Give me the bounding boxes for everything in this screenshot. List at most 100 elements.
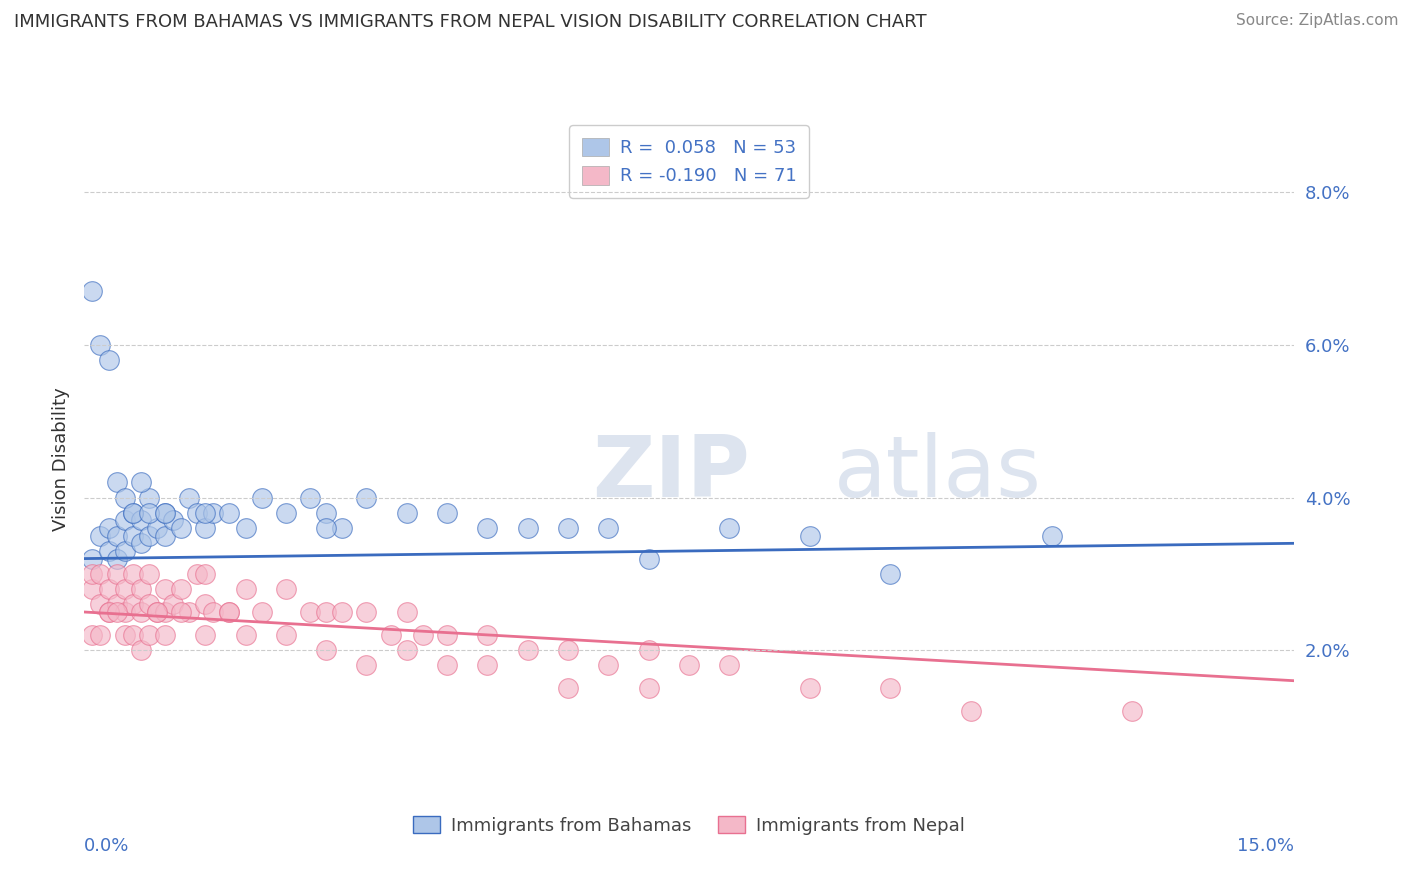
- Point: [114, 513, 136, 527]
- Point: [718, 658, 741, 673]
- Point: [138, 506, 160, 520]
- Point: [153, 582, 176, 596]
- Point: [105, 529, 128, 543]
- Point: [82, 582, 104, 596]
- Point: [598, 521, 620, 535]
- Point: [105, 566, 128, 581]
- Point: [129, 582, 152, 596]
- Point: [179, 491, 201, 505]
- Point: [97, 353, 120, 368]
- Point: [170, 582, 193, 596]
- Point: [129, 605, 152, 619]
- Text: 15.0%: 15.0%: [1236, 837, 1294, 855]
- Point: [1121, 704, 1143, 718]
- Point: [138, 491, 160, 505]
- Point: [82, 285, 104, 299]
- Point: [162, 598, 184, 612]
- Point: [82, 566, 104, 581]
- Point: [1040, 529, 1063, 543]
- Point: [89, 529, 111, 543]
- Point: [186, 506, 208, 520]
- Point: [194, 628, 217, 642]
- Point: [146, 521, 169, 535]
- Point: [162, 513, 184, 527]
- Point: [250, 605, 273, 619]
- Point: [114, 582, 136, 596]
- Point: [598, 658, 620, 673]
- Point: [637, 681, 659, 696]
- Point: [138, 529, 160, 543]
- Point: [380, 628, 402, 642]
- Point: [315, 643, 337, 657]
- Point: [114, 628, 136, 642]
- Point: [114, 544, 136, 558]
- Point: [557, 681, 579, 696]
- Point: [678, 658, 700, 673]
- Point: [153, 605, 176, 619]
- Text: 0.0%: 0.0%: [84, 837, 129, 855]
- Point: [235, 521, 257, 535]
- Point: [89, 566, 111, 581]
- Y-axis label: Vision Disability: Vision Disability: [52, 387, 70, 532]
- Point: [114, 605, 136, 619]
- Point: [235, 582, 257, 596]
- Point: [436, 628, 458, 642]
- Point: [129, 513, 152, 527]
- Point: [516, 521, 538, 535]
- Point: [194, 521, 217, 535]
- Point: [356, 491, 378, 505]
- Point: [153, 506, 176, 520]
- Point: [146, 605, 169, 619]
- Point: [356, 605, 378, 619]
- Point: [153, 529, 176, 543]
- Point: [121, 598, 143, 612]
- Point: [274, 628, 297, 642]
- Point: [121, 506, 143, 520]
- Point: [97, 605, 120, 619]
- Text: ZIP: ZIP: [592, 432, 749, 515]
- Point: [105, 475, 128, 490]
- Point: [477, 628, 499, 642]
- Point: [153, 628, 176, 642]
- Point: [274, 582, 297, 596]
- Legend: R =  0.058   N = 53, R = -0.190   N = 71: R = 0.058 N = 53, R = -0.190 N = 71: [569, 125, 808, 198]
- Point: [138, 628, 160, 642]
- Point: [299, 491, 322, 505]
- Point: [218, 605, 240, 619]
- Point: [799, 681, 821, 696]
- Point: [105, 605, 128, 619]
- Point: [395, 643, 418, 657]
- Point: [557, 521, 579, 535]
- Point: [129, 643, 152, 657]
- Text: atlas: atlas: [834, 432, 1042, 515]
- Point: [299, 605, 322, 619]
- Point: [153, 506, 176, 520]
- Point: [97, 582, 120, 596]
- Point: [250, 491, 273, 505]
- Point: [330, 521, 353, 535]
- Point: [170, 521, 193, 535]
- Point: [799, 529, 821, 543]
- Point: [315, 521, 337, 535]
- Point: [315, 506, 337, 520]
- Point: [436, 658, 458, 673]
- Point: [879, 681, 901, 696]
- Point: [146, 605, 169, 619]
- Point: [89, 628, 111, 642]
- Point: [105, 598, 128, 612]
- Point: [879, 566, 901, 581]
- Point: [315, 605, 337, 619]
- Point: [89, 338, 111, 352]
- Point: [138, 598, 160, 612]
- Text: Source: ZipAtlas.com: Source: ZipAtlas.com: [1236, 13, 1399, 29]
- Point: [218, 605, 240, 619]
- Point: [129, 536, 152, 550]
- Point: [194, 598, 217, 612]
- Point: [412, 628, 434, 642]
- Point: [129, 475, 152, 490]
- Point: [274, 506, 297, 520]
- Point: [436, 506, 458, 520]
- Point: [121, 506, 143, 520]
- Point: [82, 628, 104, 642]
- Point: [121, 628, 143, 642]
